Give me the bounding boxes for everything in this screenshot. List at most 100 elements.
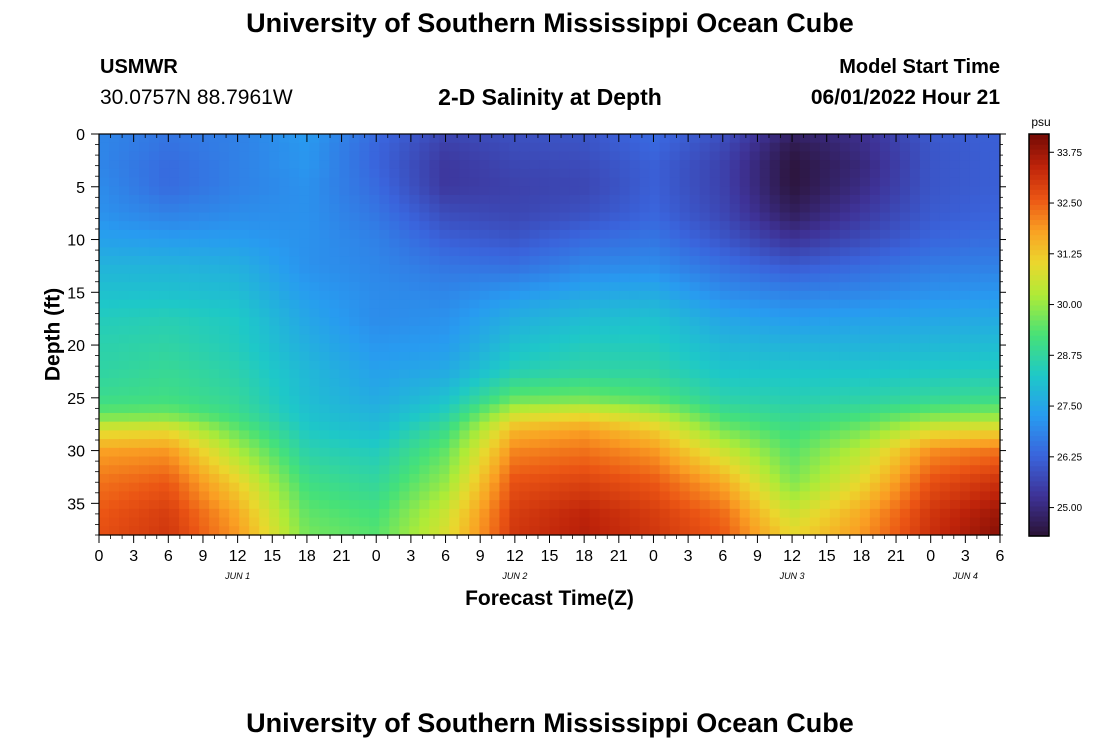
- heatmap-cell: [269, 308, 280, 318]
- heatmap-cell: [869, 212, 881, 222]
- heatmap-cell: [479, 343, 491, 353]
- heatmap-cell: [459, 273, 471, 283]
- heatmap-cell: [539, 369, 551, 379]
- heatmap-cell: [569, 282, 581, 292]
- heatmap-cell: [519, 500, 531, 510]
- heatmap-cell: [189, 360, 200, 370]
- heatmap-cell: [309, 369, 320, 379]
- heatmap-cell: [689, 238, 701, 248]
- heatmap-cell: [219, 168, 230, 179]
- heatmap-cell: [929, 500, 941, 510]
- heatmap-cell: [409, 351, 420, 362]
- heatmap-cell: [609, 317, 621, 327]
- heatmap-cell: [189, 212, 200, 222]
- heatmap-cell: [449, 186, 460, 196]
- heatmap-cell: [249, 456, 260, 466]
- colorbar-unit: psu: [1031, 115, 1050, 129]
- heatmap-cell: [289, 412, 300, 423]
- y-tick-label: 35: [67, 496, 85, 513]
- heatmap-cell: [959, 395, 971, 405]
- heatmap-cell: [779, 465, 791, 475]
- heatmap-cell: [339, 456, 350, 466]
- heatmap-cell: [509, 447, 521, 458]
- heatmap-cell: [609, 386, 621, 397]
- heatmap-cell: [479, 334, 491, 344]
- heatmap-cell: [809, 456, 821, 466]
- heatmap-cell: [949, 247, 961, 257]
- heatmap-cell: [619, 177, 631, 187]
- heatmap-cell: [809, 404, 821, 414]
- heatmap-cell: [149, 221, 160, 231]
- heatmap-cell: [309, 177, 320, 187]
- heatmap-cell: [289, 386, 300, 397]
- colorbar-segment: [1029, 189, 1049, 195]
- heatmap-cell: [779, 456, 791, 466]
- heatmap-cell: [209, 430, 220, 440]
- heatmap-cell: [99, 273, 110, 283]
- heatmap-cell: [309, 526, 320, 536]
- heatmap-cell: [789, 160, 801, 170]
- heatmap-cell: [799, 290, 811, 301]
- heatmap-cell: [199, 229, 210, 240]
- heatmap-cell: [109, 177, 120, 187]
- heatmap-cell: [899, 482, 911, 493]
- heatmap-cell: [969, 473, 981, 484]
- heatmap-cell: [629, 482, 641, 493]
- heatmap-cell: [859, 151, 871, 161]
- heatmap-cell: [199, 299, 210, 309]
- heatmap-cell: [539, 229, 551, 240]
- heatmap-cell: [329, 308, 340, 318]
- heatmap-cell: [359, 256, 370, 266]
- heatmap-cell: [329, 334, 340, 344]
- heatmap-cell: [699, 500, 711, 510]
- heatmap-cell: [639, 500, 651, 510]
- heatmap-cell: [319, 308, 330, 318]
- heatmap-cell: [199, 508, 210, 519]
- heatmap-cell: [559, 404, 571, 414]
- heatmap-cell: [809, 247, 821, 257]
- heatmap-cell: [179, 491, 190, 501]
- heatmap-cell: [559, 142, 571, 153]
- heatmap-cell: [819, 412, 831, 423]
- heatmap-cell: [639, 177, 651, 187]
- colorbar-segment: [1029, 309, 1049, 316]
- heatmap-cell: [689, 491, 701, 501]
- heatmap-cell: [319, 378, 330, 388]
- heatmap-cell: [319, 317, 330, 327]
- heatmap-cell: [99, 360, 110, 370]
- heatmap-cell: [879, 456, 891, 466]
- heatmap-cell: [819, 212, 831, 222]
- heatmap-cell: [359, 325, 370, 336]
- heatmap-cell: [809, 491, 821, 501]
- heatmap-cell: [939, 508, 951, 519]
- heatmap-cell: [279, 308, 290, 318]
- heatmap-cell: [659, 517, 671, 527]
- heatmap-cell: [919, 421, 931, 431]
- heatmap-cell: [99, 369, 110, 379]
- heatmap-cell: [419, 160, 430, 170]
- heatmap-cell: [529, 134, 541, 144]
- heatmap-cell: [169, 186, 180, 196]
- heatmap-cell: [139, 430, 150, 440]
- heatmap-cell: [389, 360, 400, 370]
- heatmap-cell: [749, 264, 761, 275]
- heatmap-cell: [149, 412, 160, 423]
- colorbar-segment: [1029, 450, 1049, 457]
- heatmap-cell: [179, 395, 190, 405]
- heatmap-cell: [399, 395, 410, 405]
- heatmap-cell: [609, 134, 621, 144]
- heatmap-cell: [589, 465, 601, 475]
- heatmap-cell: [479, 134, 491, 144]
- heatmap-cell: [499, 273, 511, 283]
- heatmap-cell: [989, 334, 1001, 344]
- heatmap-cell: [459, 151, 471, 161]
- heatmap-cell: [639, 465, 651, 475]
- colorbar-segment: [1029, 294, 1049, 301]
- heatmap-cell: [529, 386, 541, 397]
- heatmap-cell: [419, 177, 430, 187]
- heatmap-cell: [949, 343, 961, 353]
- heatmap-cell: [989, 264, 1001, 275]
- heatmap-cell: [109, 404, 120, 414]
- heatmap-cell: [799, 134, 811, 144]
- heatmap-cell: [589, 229, 601, 240]
